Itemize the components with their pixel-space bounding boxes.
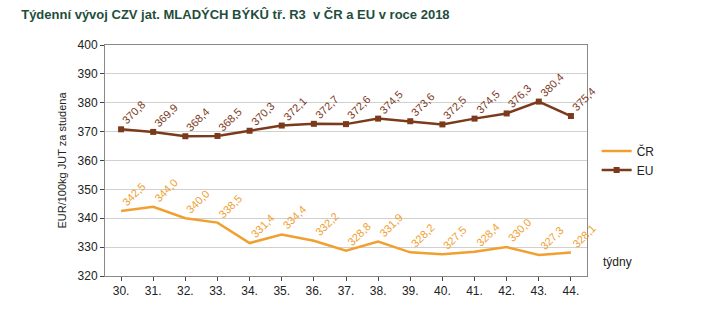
svg-text:372,5: 372,5 (441, 94, 469, 122)
svg-text:376,3: 376,3 (505, 82, 533, 110)
svg-text:369,9: 369,9 (152, 101, 180, 129)
svg-text:41.: 41. (466, 284, 483, 298)
svg-text:327,3: 327,3 (538, 224, 566, 252)
svg-text:372,1: 372,1 (281, 95, 309, 123)
svg-text:42.: 42. (498, 284, 515, 298)
svg-text:34.: 34. (241, 284, 258, 298)
svg-text:340: 340 (78, 211, 98, 225)
svg-text:390: 390 (78, 67, 98, 81)
svg-text:360: 360 (78, 154, 98, 168)
svg-text:350: 350 (78, 183, 98, 197)
svg-text:EU: EU (637, 164, 654, 178)
svg-text:Týdenní vývoj CZV jat. MLADÝCH: Týdenní vývoj CZV jat. MLADÝCH BÝKÛ tř. … (21, 7, 449, 22)
svg-text:372,6: 372,6 (345, 93, 373, 121)
svg-text:36.: 36. (306, 284, 323, 298)
svg-text:328,1: 328,1 (570, 222, 598, 250)
svg-text:EUR/100kg JUT za studena: EUR/100kg JUT za studena (56, 92, 68, 229)
svg-text:400: 400 (78, 38, 98, 52)
svg-text:380,4: 380,4 (538, 71, 566, 99)
svg-text:327,5: 327,5 (441, 224, 469, 252)
svg-text:342,5: 342,5 (120, 180, 148, 208)
svg-text:331,9: 331,9 (377, 211, 405, 239)
svg-text:338,5: 338,5 (216, 192, 244, 220)
svg-text:368,4: 368,4 (184, 105, 212, 133)
svg-text:35.: 35. (273, 284, 290, 298)
svg-text:43.: 43. (530, 284, 547, 298)
svg-text:332,2: 332,2 (313, 210, 341, 238)
svg-text:32.: 32. (177, 284, 194, 298)
svg-text:372,7: 372,7 (313, 93, 341, 121)
svg-text:37.: 37. (338, 284, 355, 298)
svg-text:ČR: ČR (637, 144, 655, 159)
svg-text:31.: 31. (145, 284, 162, 298)
svg-text:340,0: 340,0 (184, 187, 212, 215)
svg-text:374,5: 374,5 (377, 88, 405, 116)
svg-text:38.: 38. (370, 284, 387, 298)
svg-text:344,0: 344,0 (152, 176, 180, 204)
svg-text:330: 330 (78, 240, 98, 254)
svg-text:328,8: 328,8 (345, 220, 373, 248)
svg-text:33.: 33. (209, 284, 226, 298)
svg-text:44.: 44. (563, 284, 580, 298)
svg-text:30.: 30. (113, 284, 130, 298)
svg-text:380: 380 (78, 96, 98, 110)
svg-text:334,4: 334,4 (280, 203, 308, 231)
svg-text:týdny: týdny (603, 255, 632, 269)
svg-text:374,5: 374,5 (474, 88, 502, 116)
svg-text:373,6: 373,6 (409, 90, 437, 118)
svg-text:320: 320 (78, 269, 98, 283)
svg-text:331,4: 331,4 (249, 212, 277, 240)
svg-text:370,3: 370,3 (249, 100, 277, 128)
svg-text:39.: 39. (402, 284, 419, 298)
svg-text:370,8: 370,8 (120, 98, 148, 126)
svg-text:368,5: 368,5 (216, 105, 244, 133)
svg-text:40.: 40. (434, 284, 451, 298)
svg-text:375,4: 375,4 (570, 85, 598, 113)
svg-text:328,4: 328,4 (474, 221, 502, 249)
svg-text:370: 370 (78, 125, 98, 139)
svg-text:328,2: 328,2 (409, 221, 437, 249)
svg-text:330,0: 330,0 (506, 216, 534, 244)
